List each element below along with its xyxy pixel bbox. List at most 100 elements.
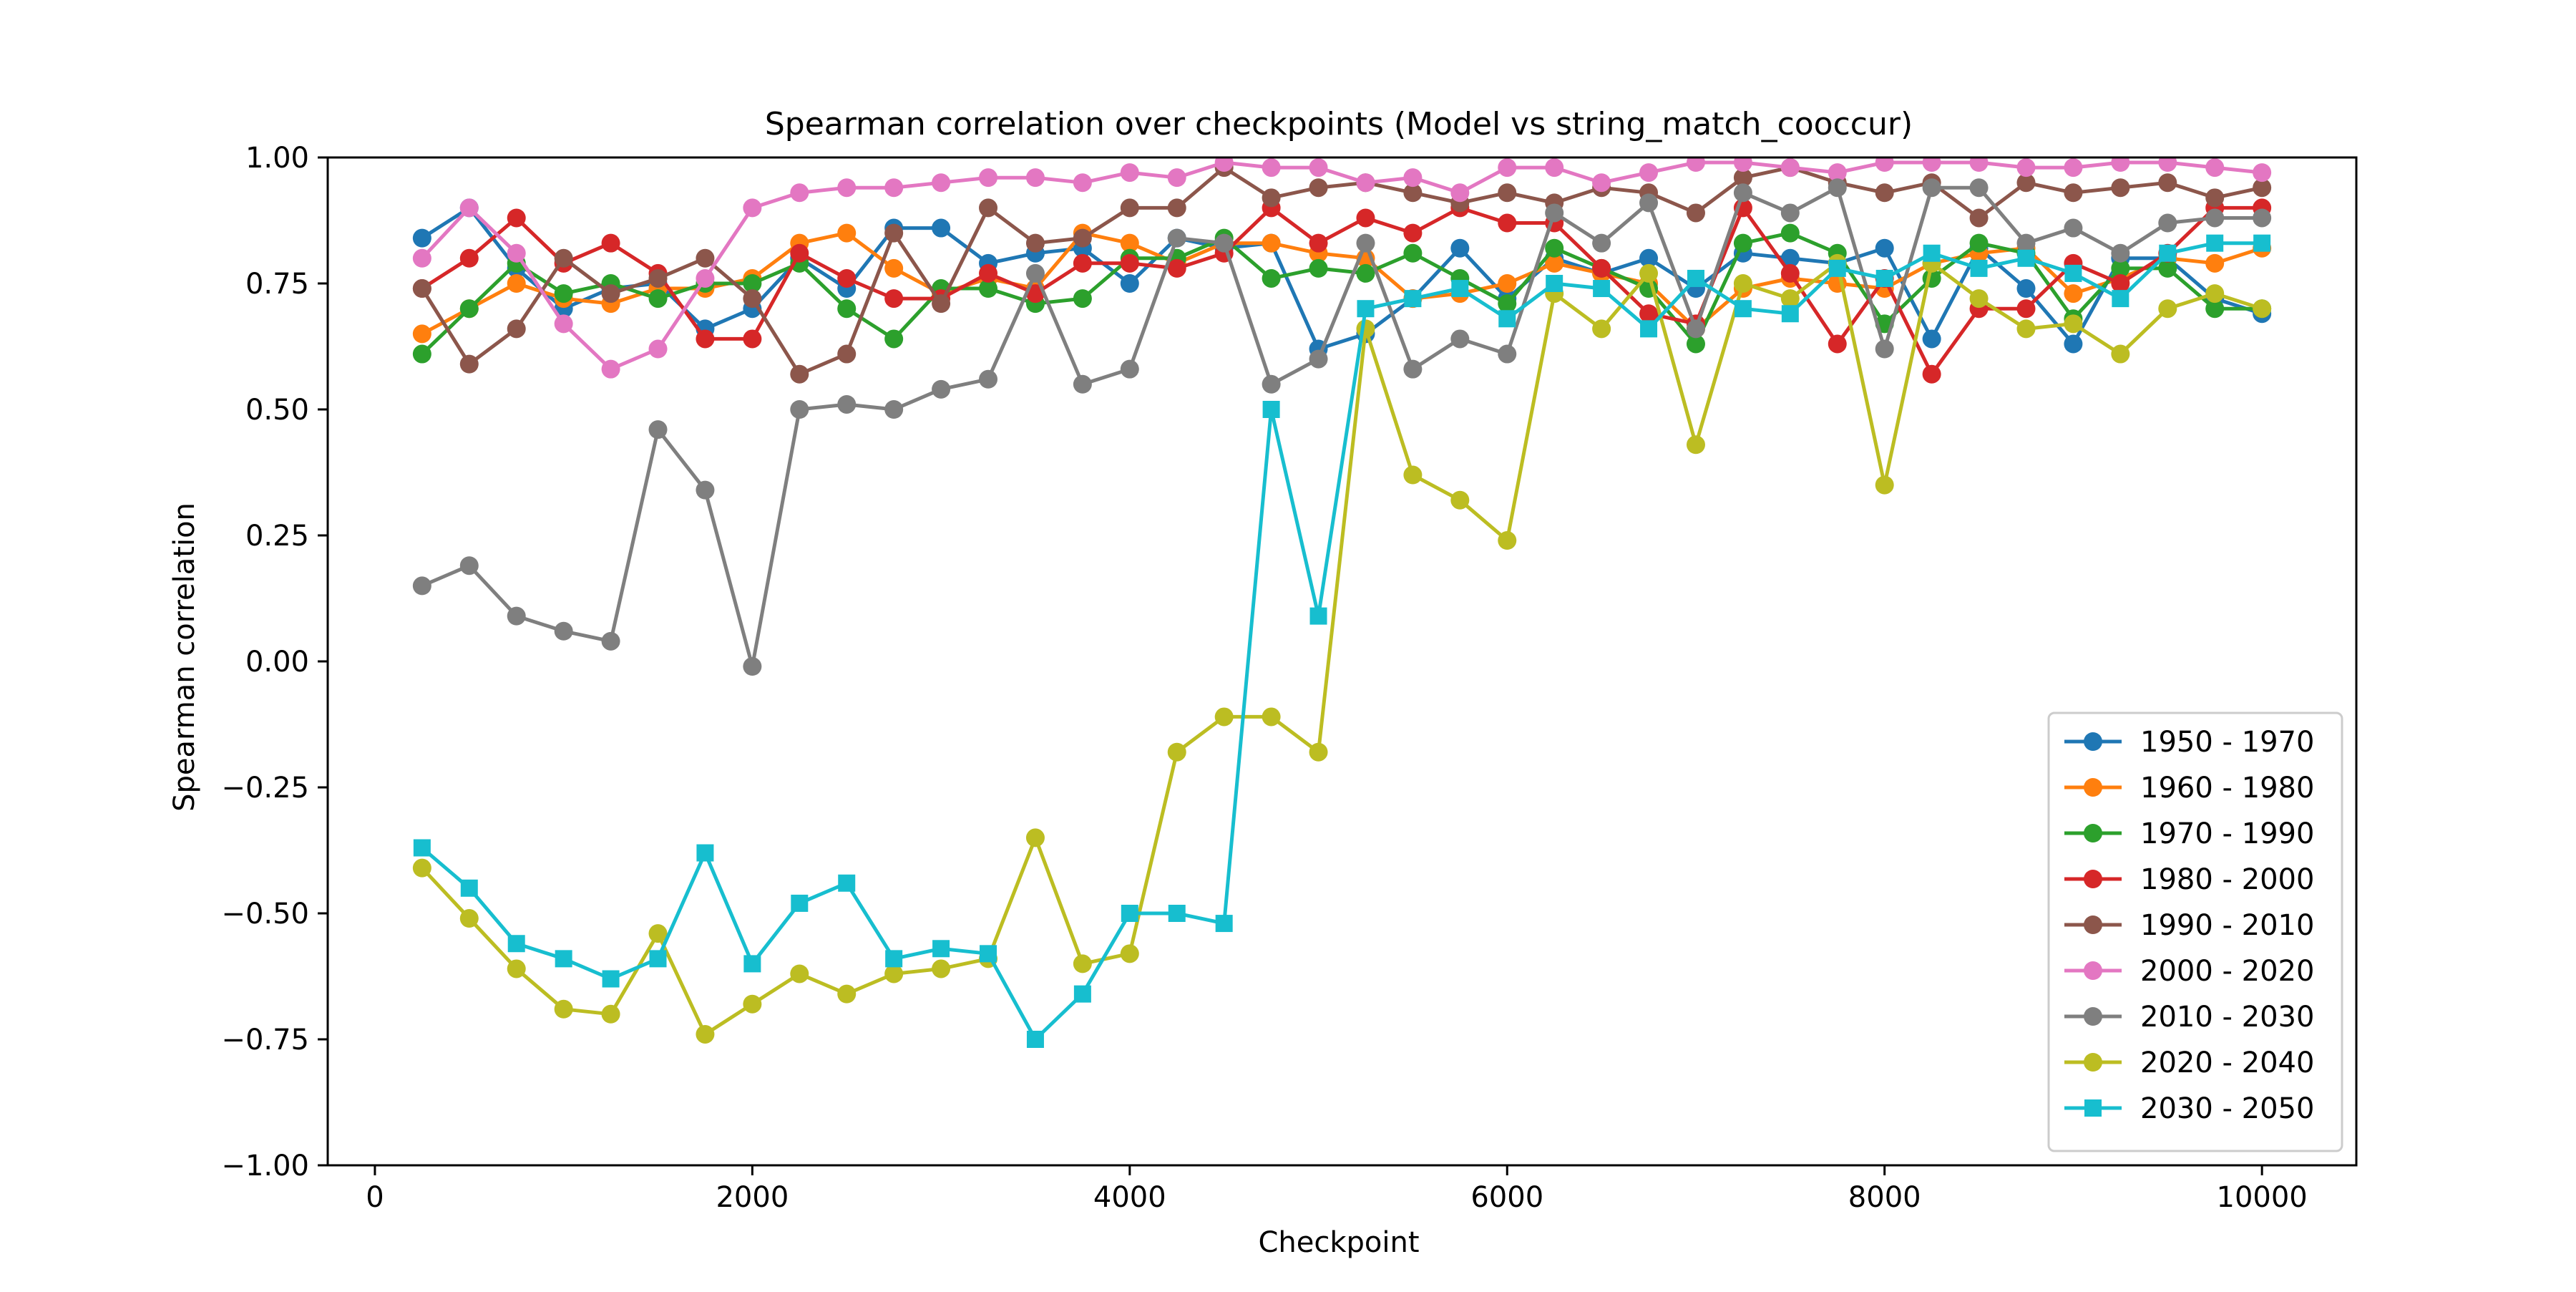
data-point (2253, 208, 2272, 228)
data-point (2253, 299, 2272, 319)
data-point (979, 263, 998, 283)
data-point (1969, 178, 1989, 198)
data-point (884, 964, 904, 983)
data-point (1450, 329, 1470, 349)
data-point (790, 400, 809, 419)
data-point (837, 394, 857, 414)
data-point (884, 223, 904, 243)
data-point (884, 400, 904, 419)
data-point (1357, 300, 1375, 318)
data-point (1120, 163, 1139, 183)
data-point (2064, 218, 2083, 238)
data-point (1309, 233, 1328, 253)
series-line (421, 185, 2263, 669)
data-point (1828, 259, 1846, 277)
data-point (1026, 1031, 1044, 1048)
data-point (1450, 490, 1470, 510)
legend-item: 2030 - 2050 (2064, 1092, 2314, 1125)
data-point (1875, 269, 1893, 287)
data-point (2253, 178, 2272, 198)
data-point (601, 359, 620, 379)
data-point (2253, 234, 2271, 252)
data-point (1073, 954, 1092, 973)
legend-marker (2084, 824, 2102, 842)
data-point (1120, 274, 1139, 293)
data-point (1592, 173, 1611, 193)
data-point (2064, 334, 2083, 354)
data-point (412, 228, 431, 248)
data-point (1875, 183, 1894, 203)
x-tick-label: 8000 (1848, 1181, 1921, 1214)
data-point (1592, 258, 1611, 278)
data-point (459, 248, 479, 268)
data-point (1450, 183, 1470, 203)
data-point (1592, 233, 1611, 253)
series-8 (413, 234, 2271, 1048)
data-point (838, 874, 856, 892)
data-point (1969, 289, 1989, 309)
data-point (2158, 173, 2177, 193)
data-point (1262, 707, 1281, 727)
data-point (2016, 158, 2036, 178)
data-point (459, 299, 479, 319)
data-point (2016, 233, 2036, 253)
data-point (601, 631, 620, 651)
data-point (1262, 401, 1280, 418)
data-point (1639, 193, 1659, 213)
data-point (1073, 374, 1092, 394)
data-point (1309, 178, 1328, 198)
data-point (1025, 284, 1045, 303)
legend-marker (2084, 915, 2102, 934)
data-point (2064, 314, 2083, 334)
data-point (1262, 188, 1281, 208)
x-tick-label: 10000 (2217, 1181, 2308, 1214)
data-point (1733, 183, 1752, 203)
legend-item: 2020 - 2040 (2064, 1046, 2314, 1079)
data-point (1356, 173, 1375, 193)
data-point (412, 576, 431, 596)
data-point (1922, 364, 1941, 384)
data-point (554, 999, 573, 1019)
data-point (1780, 158, 1800, 178)
data-point (2016, 279, 2036, 298)
data-point (743, 657, 762, 676)
data-point (790, 964, 809, 983)
series-4 (412, 158, 2272, 384)
data-point (1498, 274, 1517, 293)
data-point (791, 894, 809, 912)
data-point (1403, 243, 1423, 263)
data-point (837, 984, 857, 1004)
data-point (932, 173, 951, 193)
y-axis-label: Spearman correlation (168, 502, 201, 812)
data-point (413, 839, 431, 857)
data-point (1922, 178, 1941, 198)
legend-label: 2020 - 2040 (2140, 1046, 2314, 1079)
data-point (1167, 742, 1186, 762)
data-point (1214, 707, 1234, 727)
data-point (2064, 264, 2082, 282)
series-6 (412, 178, 2272, 676)
data-point (1167, 228, 1186, 248)
y-tick-label: 1.00 (245, 142, 309, 175)
data-point (1498, 531, 1517, 550)
data-point (1167, 168, 1186, 188)
data-point (1828, 163, 1847, 183)
data-point (1121, 905, 1138, 922)
legend-label: 1970 - 1990 (2140, 817, 2314, 850)
data-point (507, 243, 526, 263)
data-point (554, 314, 573, 334)
data-point (1262, 158, 1281, 178)
series-5 (412, 157, 2272, 379)
data-point (1969, 208, 1989, 228)
series-line (421, 205, 2263, 351)
data-point (932, 294, 951, 314)
data-point (1403, 359, 1423, 379)
data-point (790, 183, 809, 203)
data-point (507, 606, 526, 626)
data-point (790, 364, 809, 384)
data-point (884, 258, 904, 278)
legend-marker (2084, 961, 2102, 980)
x-tick-label: 0 (366, 1181, 384, 1214)
data-point (1073, 228, 1092, 248)
data-point (1686, 435, 1705, 455)
